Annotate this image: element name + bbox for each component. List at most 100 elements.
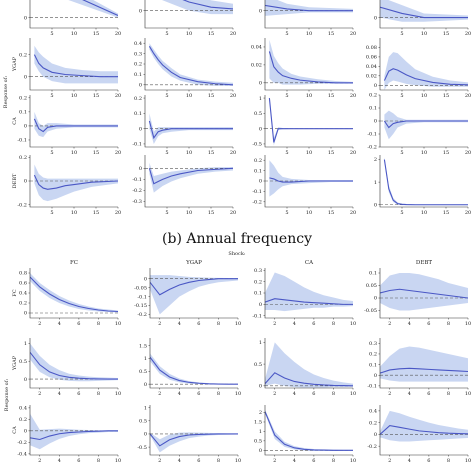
confidence-band — [30, 343, 118, 382]
confidence-band — [269, 39, 353, 85]
axes — [379, 155, 468, 208]
impulse-response-line — [380, 367, 468, 374]
y-tick-label: 0.2 — [19, 155, 27, 161]
x-tick-label: 6 — [427, 321, 430, 327]
axes — [379, 0, 468, 29]
x-tick-label: 2 — [388, 391, 391, 397]
subplot-bottom-r2-c1: 2 4 6 8 10 1 0.5 0 -0.5 — [137, 405, 241, 464]
subplot-top-r0-c2: 5 10 15 20 0 — [259, 0, 356, 37]
impulse-response-line — [380, 6, 468, 19]
x-tick-label: 10 — [465, 391, 471, 397]
top-row-label-ygap: YGAP — [12, 56, 18, 72]
x-tick-label: 8 — [447, 391, 450, 397]
x-tick-label: 10 — [71, 210, 77, 216]
column-label-fc: FC — [70, 260, 78, 266]
axes — [29, 95, 118, 148]
y-tick-label: -0.3 — [132, 199, 142, 205]
x-tick-label: 15 — [443, 150, 449, 156]
y-tick-label: 1 — [144, 405, 147, 411]
y-tick-label: 0.5 — [254, 362, 262, 368]
x-tick-label: 2 — [273, 391, 276, 397]
y-tick-label: -0.5 — [137, 445, 147, 451]
x-tick-label: 20 — [350, 31, 356, 37]
x-tick-label: 20 — [115, 93, 121, 99]
x-tick-label: 2 — [158, 321, 161, 327]
y-tick-label: -0.05 — [134, 285, 147, 291]
y-tick-label: 0 — [139, 83, 142, 89]
bottom-row-label-ygap: YGAP — [12, 355, 18, 371]
y-tick-label: 0 — [259, 8, 262, 14]
confidence-band — [265, 0, 353, 16]
y-tick-label: 0.3 — [134, 51, 142, 57]
y-tick-label: 0 — [259, 302, 262, 308]
x-tick-label: 20 — [350, 93, 356, 99]
x-tick-label: 8 — [447, 458, 450, 464]
y-tick-label: 0.2 — [19, 301, 27, 307]
subplot-top-r1-c2: 5 10 15 20 0.04 0.02 0 — [251, 38, 356, 99]
impulse-response-line — [269, 177, 353, 183]
x-tick-label: 6 — [427, 458, 430, 464]
y-tick-label: 0 — [259, 448, 262, 454]
subplot-top-r2-c3: 5 10 15 20 0.2 0.1 0 -0.1 -0.2 — [367, 93, 471, 156]
x-tick-label: 10 — [350, 458, 356, 464]
axes — [264, 155, 353, 208]
y-tick-label: 1.5 — [139, 343, 147, 349]
axes — [379, 38, 468, 91]
x-tick-label: 6 — [312, 321, 315, 327]
x-tick-label: 4 — [408, 458, 411, 464]
impulse-response-line — [30, 276, 118, 313]
y-tick-label: -0.1 — [132, 142, 142, 148]
confidence-band — [380, 410, 468, 442]
subplot-top-r0-c1: 5 10 15 20 0 — [139, 0, 236, 37]
impulse-response-line — [150, 356, 238, 385]
impulse-response-line — [265, 411, 353, 451]
x-tick-label: 10 — [235, 391, 241, 397]
column-label-ygap: YGAP — [185, 260, 202, 266]
confidence-band — [265, 409, 353, 452]
x-tick-label: 2 — [388, 458, 391, 464]
y-tick-label: 0.1 — [369, 106, 377, 112]
y-tick-label: 0.08 — [366, 45, 377, 51]
axes — [264, 268, 353, 319]
x-tick-label: 15 — [328, 150, 334, 156]
y-tick-label: 0 — [259, 126, 262, 132]
x-tick-label: 4 — [408, 321, 411, 327]
y-tick-label: 0 — [139, 8, 142, 14]
y-tick-label: 0.6 — [19, 281, 27, 287]
impulse-response-line — [33, 174, 118, 190]
x-tick-label: 8 — [332, 321, 335, 327]
column-label-ca: CA — [305, 260, 314, 266]
impulse-response-line — [30, 351, 118, 380]
y-tick-label: 1.5 — [254, 420, 262, 426]
x-tick-label: 8 — [332, 458, 335, 464]
axes — [29, 338, 118, 389]
x-tick-label: 5 — [50, 31, 53, 37]
x-tick-label: 20 — [465, 93, 471, 99]
confidence-band — [68, 0, 118, 18]
impulse-response-line — [383, 68, 468, 86]
x-tick-label: 10 — [350, 391, 356, 397]
confidence-band — [380, 0, 468, 22]
subplot-bottom-r2-c3: 2 4 6 8 10 0.4 0.2 0 -0.2 — [367, 405, 471, 464]
x-tick-label: 10 — [421, 210, 427, 216]
x-tick-label: 5 — [285, 150, 288, 156]
x-tick-label: 2 — [273, 458, 276, 464]
x-tick-label: 20 — [465, 31, 471, 37]
y-tick-label: -0.1 — [252, 313, 262, 319]
y-tick-label: 0 — [144, 382, 147, 388]
y-tick-label: 0.1 — [254, 168, 262, 174]
x-tick-label: 8 — [97, 391, 100, 397]
x-tick-label: 8 — [97, 458, 100, 464]
y-tick-label: 0.4 — [369, 409, 377, 415]
subplot-top-r3-c0: 5 10 15 20 0.2 0 -0.2 — [17, 155, 121, 216]
y-tick-label: 0.1 — [134, 111, 142, 117]
x-tick-label: 6 — [197, 321, 200, 327]
impulse-response-line — [33, 54, 118, 78]
y-tick-label: 0 — [374, 83, 377, 89]
y-tick-label: 1 — [24, 341, 27, 347]
axes — [144, 38, 233, 91]
y-tick-label: -0.2 — [367, 444, 377, 450]
x-tick-label: 10 — [186, 93, 192, 99]
